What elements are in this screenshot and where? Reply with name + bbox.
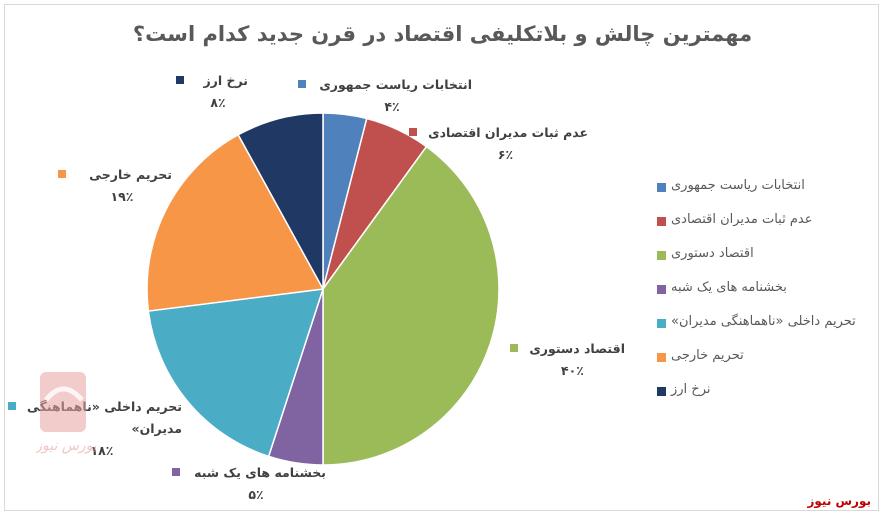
legend-item: عدم ثبات مدیران اقتصادی (655, 212, 860, 246)
legend-item: بخشنامه های یک شبه (655, 280, 860, 314)
data-label-text: انتخابات ریاست جمهوری (319, 77, 472, 92)
data-label-text: نرخ ارز (203, 73, 248, 88)
legend-swatch-icon (657, 319, 666, 328)
legend-label: تحریم داخلی «ناهماهنگی مدیران» (671, 314, 856, 329)
data-label-value: ۴٪ (384, 99, 400, 114)
legend-label: عدم ثبات مدیران اقتصادی (671, 212, 813, 227)
legend-swatch-icon (172, 468, 180, 476)
bourse-news-logo-icon: بورس نیوز (36, 372, 96, 454)
watermark-text: بورس نیوز (36, 438, 96, 454)
legend-label: اقتصاد دستوری (671, 246, 754, 261)
data-label-value: ۱۸٪ (90, 443, 114, 458)
data-label-value: ۱۹٪ (110, 189, 134, 204)
legend-item: اقتصاد دستوری (655, 246, 860, 280)
data-label-text: اقتصاد دستوری (529, 341, 625, 356)
data-label-overnight-directives: بخشنامه های یک شبه ۵٪ (172, 462, 326, 506)
slice-foreign-sanctions (146, 133, 325, 312)
data-label-value: ۸٪ (210, 95, 226, 110)
legend-swatch-icon (176, 76, 184, 84)
data-label-value: ۴۰٪ (561, 363, 584, 378)
legend-swatch-icon (409, 128, 417, 136)
legend-swatch-icon (657, 183, 666, 192)
legend-swatch-icon (298, 80, 306, 88)
legend-swatch-icon (657, 217, 666, 226)
legend-label: تحریم خارجی (671, 348, 744, 363)
legend-swatch-icon (657, 251, 666, 260)
data-label-value: ۵٪ (248, 487, 264, 502)
brand-footer: بورس نیوز (807, 494, 871, 508)
data-label-foreign-sanctions: تحریم خارجی ۱۹٪ (58, 164, 172, 208)
slice-exchange-rate (237, 112, 324, 290)
legend-swatch-icon (58, 170, 66, 178)
legend-label: نرخ ارز (671, 382, 711, 397)
legend-item: تحریم داخلی «ناهماهنگی مدیران» (655, 314, 860, 348)
data-label-text: عدم ثبات مدیران اقتصادی (428, 125, 588, 140)
chart-legend: انتخابات ریاست جمهوری عدم ثبات مدیران اق… (655, 178, 860, 416)
data-label-command-economy: اقتصاد دستوری ۴۰٪ (510, 338, 625, 382)
legend-label: انتخابات ریاست جمهوری (671, 178, 805, 193)
legend-swatch-icon (8, 402, 16, 410)
data-label-manager-instability: عدم ثبات مدیران اقتصادی ۶٪ (409, 122, 588, 166)
data-label-text: بخشنامه های یک شبه (194, 465, 326, 480)
legend-swatch-icon (657, 353, 666, 362)
legend-item: انتخابات ریاست جمهوری (655, 178, 860, 212)
chart-frame (4, 4, 879, 511)
chart-title: مهمترین چالش و بلاتکلیفی اقتصاد در قرن ج… (132, 22, 753, 46)
legend-label: بخشنامه های یک شبه (671, 280, 787, 295)
data-label-text: تحریم خارجی (89, 167, 172, 182)
legend-swatch-icon (657, 285, 666, 294)
legend-swatch-icon (657, 387, 666, 396)
slice-command-economy (322, 145, 500, 466)
data-label-value: ۶٪ (497, 147, 514, 162)
slice-internal-sanctions (147, 288, 325, 458)
data-label-exchange-rate: نرخ ارز ۸٪ (176, 70, 248, 114)
legend-item: نرخ ارز (655, 382, 860, 416)
data-label-presidential-election: انتخابات ریاست جمهوری ۴٪ (298, 74, 472, 118)
legend-swatch-icon (510, 344, 518, 352)
legend-item: تحریم خارجی (655, 348, 860, 382)
